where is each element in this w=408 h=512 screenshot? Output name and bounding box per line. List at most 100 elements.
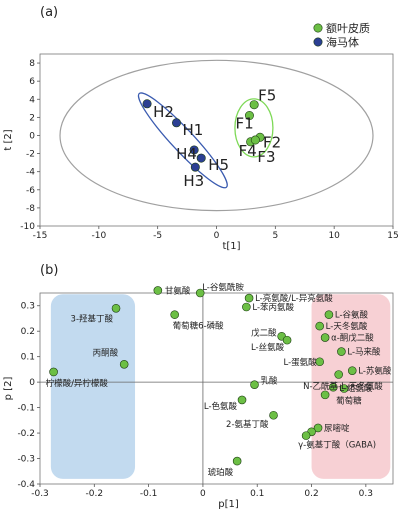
metabolite-point [237, 395, 247, 405]
plot-area-a [39, 53, 394, 227]
y-tick-label-a: 0 [29, 131, 35, 141]
point-label-a: F5 [258, 87, 276, 105]
metabolite-label: L-苏氨酸 [358, 366, 392, 377]
x-tick-label-b: 0 [200, 489, 206, 499]
y-tick-label-a: 4 [29, 95, 35, 105]
metabolite-point [328, 382, 338, 392]
x-tick-label-a: 15 [387, 231, 398, 241]
y-tick-label-b: 0 [29, 378, 35, 388]
panel-b-label: (b) [40, 263, 58, 278]
metabolite-label: L-亮氨酸/L-异亮氨酸 [255, 293, 333, 304]
metabolite-point [195, 288, 205, 298]
metabolite-point [111, 303, 121, 313]
x-axis-label-b: p[1] [218, 499, 239, 510]
metabolite-label: 葡萄糖 [336, 396, 362, 407]
y-tick-label-b: -0.4 [17, 480, 35, 490]
metabolite-point [232, 456, 242, 466]
metabolite-point [301, 431, 311, 440]
x-tick-label-b: -0.3 [31, 489, 49, 499]
plot-area-b [39, 292, 394, 485]
group-ellipse-0 [234, 98, 274, 158]
metabolite-point [242, 302, 251, 312]
legend-label-1: 海马体 [326, 35, 359, 49]
y-tick-label-a: -8 [26, 204, 35, 214]
x-tick-label-a: 0 [214, 231, 220, 241]
point-label-a: H4 [176, 145, 197, 163]
metabolite-point [339, 384, 349, 393]
metabolite-label: 丙酮酸 [93, 347, 119, 358]
y-tick-label-a: -10 [20, 222, 35, 232]
point-label-a: F1 [235, 115, 253, 133]
metabolite-label: γ-氨基丁酸（GABA) [298, 440, 376, 451]
x-axis-label-a: t[1] [222, 241, 240, 252]
y-tick-label-b: 0.2 [21, 327, 35, 337]
point-a-h5 [196, 153, 206, 163]
point-a-f1 [244, 111, 254, 121]
y-tick-label-a: 8 [29, 59, 35, 69]
y-tick-label-a: 2 [29, 113, 35, 123]
chart-b: -0.3 -0.2 -0.1 0 0.1 0.2 0.3 0.3 0.2 0.1 0 -0.1 -0.2… [3, 282, 394, 510]
metabolite-label: L-苯丙氨酸 [252, 302, 294, 313]
point-label-a: H2 [153, 103, 174, 121]
metabolite-label: 2-氨基丁酸 [226, 419, 269, 430]
x-tick-label-b: -0.2 [86, 489, 104, 499]
y-tick-label-b: 0.3 [21, 302, 35, 312]
y-tick-label-a: -6 [26, 186, 35, 196]
region-blue [50, 294, 136, 479]
metabolite-point [315, 321, 324, 331]
legend-marker-0 [313, 23, 323, 33]
metabolite-point [119, 360, 129, 369]
y-tick-label-b: 0.1 [21, 353, 35, 363]
metabolite-point [347, 366, 357, 375]
group-ellipse-1 [137, 92, 228, 189]
y-tick-label-b: -0.2 [17, 429, 35, 439]
x-tick-label-a: -15 [33, 231, 48, 241]
legend-label-0: 额叶皮质 [326, 22, 370, 35]
confidence-ellipse [59, 59, 374, 212]
metabolite-label: 尿嘧啶 [324, 423, 350, 434]
metabolite-label: L-谷氨酸 [335, 310, 369, 321]
y-tick-label-a: -2 [26, 150, 35, 160]
metabolite-label: 柠檬酸/异柠檬酸 [46, 378, 109, 389]
x-tick-label-a: -5 [153, 231, 162, 241]
metabolite-label: L-丝氨酸 [251, 342, 285, 353]
legend-marker-1 [313, 37, 323, 47]
metabolite-label: L-蛋氨酸 [284, 357, 318, 368]
metabolite-label: N-乙酰基-L-天冬氨酸 [303, 381, 383, 392]
metabolite-point [269, 410, 278, 420]
point-a-h4 [189, 145, 199, 155]
metabolite-point [170, 310, 179, 319]
y-axis-label-a: t [2] [3, 129, 14, 150]
metabolite-label: L-色氨酸 [204, 401, 238, 412]
x-tick-label-a: 10 [328, 231, 340, 241]
y-tick-label-a: 6 [29, 77, 35, 87]
point-a-h2 [142, 99, 152, 109]
point-label-a: H1 [182, 121, 203, 139]
y-tick-label-b: -0.3 [17, 455, 35, 465]
x-tick-label-b: -0.1 [140, 489, 158, 499]
x-tick-label-b: 0.1 [250, 489, 264, 499]
point-label-a: H5 [208, 156, 229, 174]
y-tick-label-a: -4 [26, 168, 35, 178]
x-tick-label-b: 0.3 [359, 489, 373, 499]
x-tick-label-a: -10 [91, 231, 106, 241]
metabolite-point [250, 380, 259, 389]
metabolite-point [282, 335, 292, 345]
point-a-f3 [250, 135, 260, 145]
metabolite-label: L-谷氨酰胺 [202, 282, 244, 293]
panel-a-label: (a) [40, 5, 58, 20]
metabolite-point [153, 286, 163, 295]
metabolite-point [337, 347, 346, 356]
point-label-a: F3 [257, 148, 275, 166]
metabolite-point [244, 293, 254, 303]
metabolite-point [334, 370, 343, 379]
metabolite-label: 琥珀酸 [208, 467, 234, 478]
region-pink [311, 294, 391, 479]
metabolite-label: 3-羟基丁酸 [71, 313, 114, 324]
point-label-a: F2 [263, 133, 281, 151]
metabolite-label: α-酮戊二酸 [331, 333, 374, 344]
point-a-f5 [249, 100, 259, 110]
metabolite-point [320, 390, 330, 400]
metabolite-label: 甘氨酸 [165, 285, 191, 296]
point-a-h3 [190, 162, 200, 172]
